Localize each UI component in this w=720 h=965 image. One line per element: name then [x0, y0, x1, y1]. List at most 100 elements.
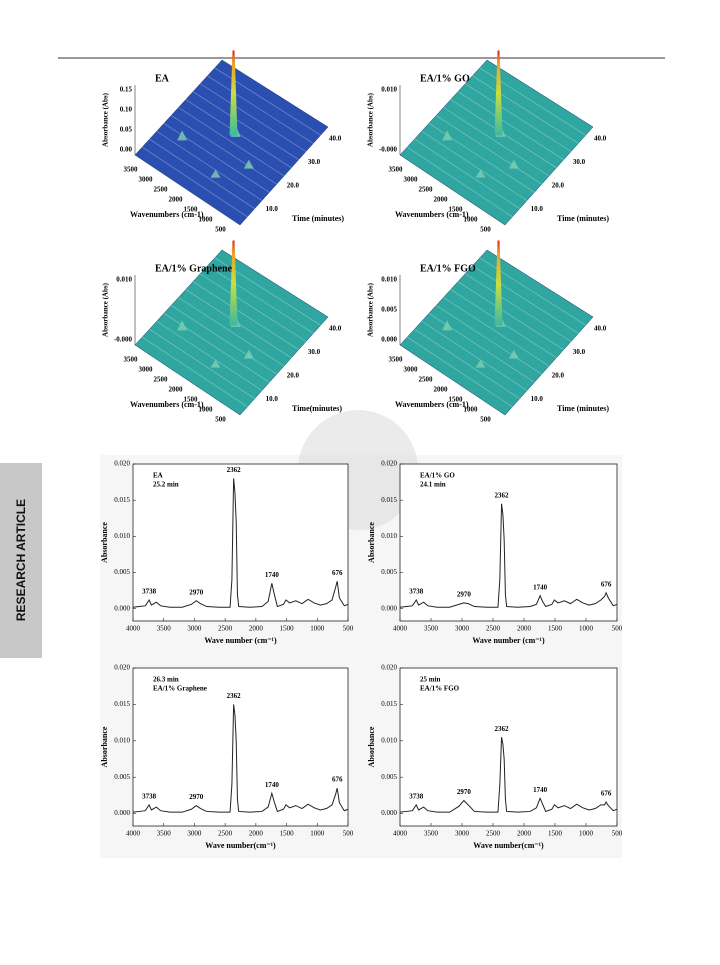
- x-tick-label: 2000: [169, 196, 184, 204]
- panel-label: 25.2 min: [153, 481, 179, 489]
- t-tick-label: 20.0: [287, 181, 300, 189]
- t-axis-label: Time (minutes): [292, 214, 344, 223]
- x-tick-label: 500: [215, 416, 226, 424]
- x-tick-label: 2500: [419, 186, 434, 194]
- y-tick-label: 0.010: [381, 736, 397, 744]
- peak-label: 1740: [533, 583, 548, 591]
- surface-ridge: [178, 297, 285, 367]
- peak-label: 2362: [495, 725, 510, 733]
- peak-label: 676: [332, 569, 343, 577]
- z-axis-label: Absorbance (Abs): [367, 92, 375, 147]
- surface-bump: [442, 320, 453, 331]
- plot-frame: [132, 667, 349, 827]
- y-tick-label: 0.015: [381, 700, 397, 708]
- x-tick-label: 3000: [139, 176, 154, 184]
- surface-ridge: [465, 83, 572, 152]
- x-tick-label: 1000: [199, 406, 214, 414]
- spectrum-line: [399, 737, 618, 813]
- surface-bump: [508, 349, 519, 359]
- spectrum-line: [132, 478, 349, 608]
- x-axis-label: Wavenumbers (cm-1): [395, 400, 469, 409]
- x-tick-label: 3000: [139, 366, 154, 374]
- surface-bump: [210, 169, 221, 178]
- x-tick-label: 2000: [249, 830, 264, 838]
- t-axis-label: Time (minutes): [557, 404, 609, 413]
- y-tick-label: 0.005: [114, 773, 130, 781]
- x-tick-label: 3000: [187, 830, 202, 838]
- x-axis-label: Wavenumbers (cm-1): [395, 210, 469, 219]
- x-tick-label: 1500: [280, 625, 295, 633]
- surface-bump: [475, 169, 486, 178]
- peak-label: 2362: [227, 692, 242, 700]
- surface-ridge: [149, 138, 255, 209]
- y-tick-label: 0.020: [381, 664, 397, 672]
- x-tick-label: 3500: [124, 356, 139, 364]
- x-tick-label: 4000: [126, 625, 141, 633]
- peak-label: 3738: [409, 792, 424, 800]
- t-tick-label: 10.0: [531, 395, 544, 403]
- x-tick-label: 4000: [126, 830, 141, 838]
- surface-ridge: [171, 305, 277, 375]
- z-tick-label: 0.05: [120, 126, 133, 134]
- x-tick-label: 3500: [389, 166, 404, 174]
- surface: [134, 249, 329, 416]
- x-axis-label: Wave number(cm⁻¹): [205, 841, 276, 850]
- x-tick-label: 1500: [548, 830, 563, 838]
- surface-spike: [229, 240, 238, 326]
- surface-spike: [494, 240, 503, 326]
- z-axis-label: Absorbance (Abs): [102, 92, 110, 147]
- y-axis-label: Absorbance: [100, 522, 109, 563]
- z-tick-label: 0.10: [120, 106, 133, 114]
- x-tick-label: 500: [612, 830, 623, 838]
- z-axis-label: Absorbance (Abs): [102, 282, 110, 337]
- y-tick-label: 0.015: [114, 496, 130, 504]
- z-tick-label: 0.010: [381, 86, 397, 94]
- surface-plot: EA/1% Graphene Absorbance (Abs) 0.010 -0.00…: [102, 240, 342, 424]
- y-tick-label: 0.010: [381, 532, 397, 540]
- y-tick-label: 0.000: [114, 604, 130, 612]
- t-tick-label: 40.0: [594, 134, 607, 142]
- surface-ridge: [436, 115, 542, 185]
- surface-ridge: [142, 146, 248, 218]
- x-tick-label: 2000: [434, 386, 449, 394]
- surface-ridge: [443, 297, 550, 367]
- surface-ridge: [465, 273, 572, 342]
- surface: [399, 59, 594, 226]
- surface-ridge: [421, 320, 528, 391]
- panel-label: 25 min: [420, 676, 441, 684]
- z-tick-label: 0.005: [381, 306, 397, 314]
- x-tick-label: 2500: [486, 625, 501, 633]
- x-tick-label: 3000: [404, 176, 419, 184]
- surface-ridge: [156, 320, 263, 391]
- t-axis-label: Time (minutes): [557, 214, 609, 223]
- surface-ridge: [142, 336, 248, 408]
- x-tick-label: 500: [480, 416, 491, 424]
- surface-ridge: [414, 328, 520, 399]
- surface-title: EA: [155, 73, 170, 84]
- y-tick-label: 0.020: [114, 664, 130, 672]
- surface-ridge: [407, 146, 513, 218]
- panel-label: 26.3 min: [153, 676, 179, 684]
- x-tick-label: 2500: [154, 376, 169, 384]
- peak-label: 3738: [142, 588, 157, 596]
- x-tick-label: 2500: [419, 376, 434, 384]
- t-tick-label: 20.0: [552, 371, 565, 379]
- x-axis-label: Wave number (cm⁻¹): [472, 636, 545, 645]
- y-axis-label: Absorbance: [367, 726, 376, 767]
- x-tick-label: 2500: [486, 830, 501, 838]
- x-tick-label: 2500: [218, 625, 233, 633]
- z-tick-label: -0.000: [114, 336, 133, 344]
- surface-ridge: [207, 265, 314, 334]
- t-tick-label: 40.0: [329, 324, 342, 332]
- y-tick-label: 0.020: [381, 460, 397, 468]
- x-tick-label: 3000: [187, 625, 202, 633]
- panel-label: EA: [153, 472, 163, 480]
- peak-label: 1740: [533, 786, 548, 794]
- x-tick-label: 500: [480, 226, 491, 234]
- x-tick-label: 1500: [449, 206, 464, 214]
- surface-ridge: [171, 115, 277, 185]
- x-tick-label: 1000: [464, 216, 479, 224]
- plot-frame: [132, 463, 349, 622]
- x-tick-label: 2500: [218, 830, 233, 838]
